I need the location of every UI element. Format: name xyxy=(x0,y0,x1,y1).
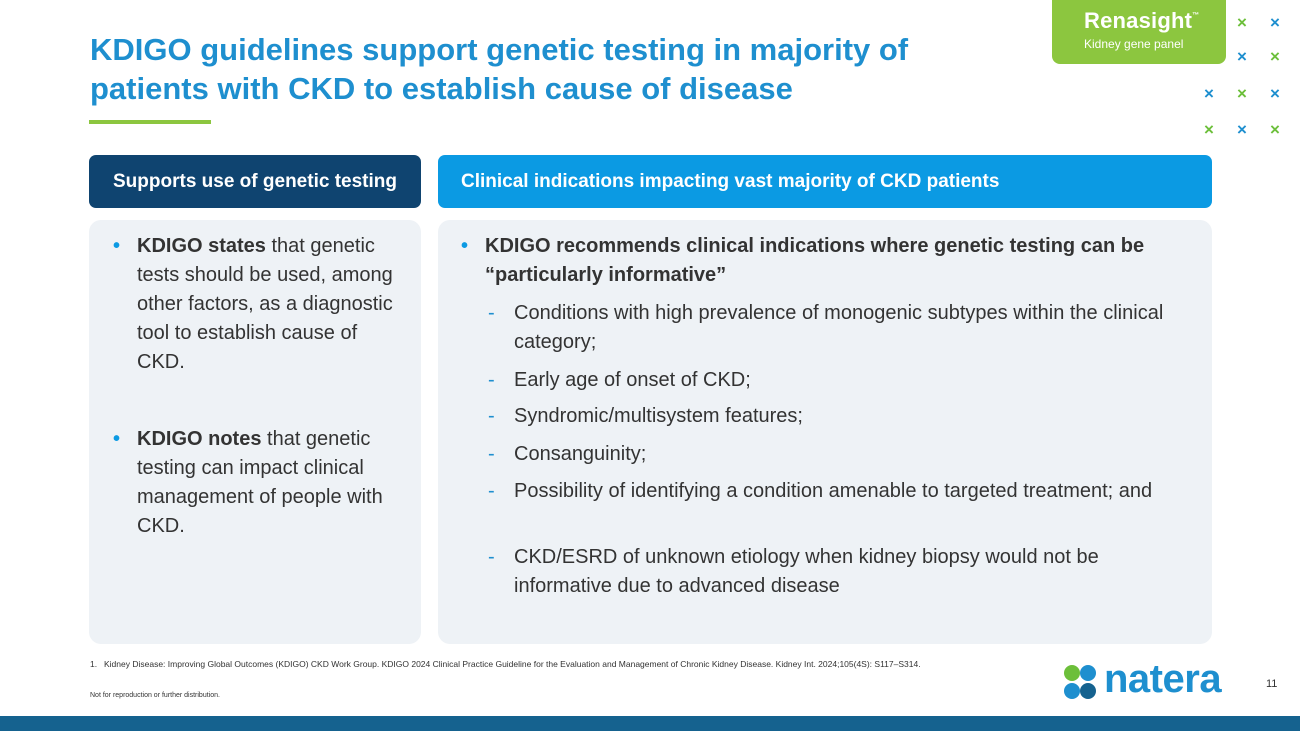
dash-icon: - xyxy=(488,480,495,502)
bullet-dot-icon: • xyxy=(113,428,121,450)
indication-item: - Syndromic/multisystem features; xyxy=(488,402,1194,431)
indication-text: Consanguinity; xyxy=(514,443,647,465)
indication-text: Syndromic/multisystem features; xyxy=(514,405,803,427)
left-panel xyxy=(89,220,421,644)
bullet-dot-icon: • xyxy=(461,235,469,257)
slide-title: KDIGO guidelines support genetic testing… xyxy=(90,32,909,106)
right-panel xyxy=(438,220,1212,644)
dash-icon: - xyxy=(488,443,495,465)
x-mark-icon: × xyxy=(1204,120,1214,139)
x-mark-icon: × xyxy=(1270,120,1280,139)
bullet-dot-icon: • xyxy=(113,235,121,257)
renasight-badge: Renasight™ Kidney gene panel xyxy=(1052,0,1226,64)
dash-icon: - xyxy=(488,405,495,427)
left-bullet-1: • KDIGO states that genetic tests should… xyxy=(113,232,405,377)
dash-icon: - xyxy=(488,546,495,568)
brand-name-text: Renasight xyxy=(1084,8,1193,33)
indication-item: - Early age of onset of CKD; xyxy=(488,366,1194,395)
title-underline xyxy=(89,120,211,124)
dash-icon: - xyxy=(488,302,495,324)
x-mark-icon: × xyxy=(1237,120,1247,139)
dash-icon: - xyxy=(488,369,495,391)
left-panel-header: Supports use of genetic testing xyxy=(89,155,421,208)
right-panel-header-text: Clinical indications impacting vast majo… xyxy=(461,171,1000,192)
bullet-text: that genetic testing can impact clinical… xyxy=(137,428,383,537)
indication-item: - CKD/ESRD of unknown etiology when kidne… xyxy=(488,543,1194,601)
indication-item: - Conditions with high prevalence of mono… xyxy=(488,299,1194,357)
brand-subtitle: Kidney gene panel xyxy=(1084,37,1184,51)
indication-text: Early age of onset of CKD; xyxy=(514,369,751,391)
indication-item: - Consanguinity; xyxy=(488,440,1194,469)
right-lead-bullet: • KDIGO recommends clinical indications … xyxy=(461,232,1175,290)
lead-text: KDIGO recommends clinical indications wh… xyxy=(485,235,1145,286)
natera-clover-icon xyxy=(1064,665,1096,699)
bullet-bold-text: KDIGO notes xyxy=(137,428,262,450)
natera-logo-text: natera xyxy=(1104,657,1222,701)
bottom-bar xyxy=(0,716,1300,731)
x-mark-icon: × xyxy=(1204,84,1214,103)
trademark-symbol: ™ xyxy=(1192,12,1200,19)
x-mark-icon: × xyxy=(1270,47,1280,66)
page-number: 11 xyxy=(1266,678,1278,690)
disclaimer: Not for reproduction or further distribu… xyxy=(90,692,220,699)
brand-name: Renasight™ xyxy=(1084,8,1199,34)
x-mark-icon: × xyxy=(1270,84,1280,103)
x-mark-icon: × xyxy=(1270,13,1280,32)
footnote-text: Kidney Disease: Improving Global Outcome… xyxy=(104,659,921,669)
right-panel-header: Clinical indications impacting vast majo… xyxy=(438,155,1212,208)
bullet-text: that genetic tests should be used, among… xyxy=(137,235,393,373)
left-bullet-2: • KDIGO notes that genetic testing can i… xyxy=(113,425,405,541)
x-mark-icon: × xyxy=(1237,47,1247,66)
x-mark-icon: × xyxy=(1237,84,1247,103)
bullet-bold-text: KDIGO states xyxy=(137,235,266,257)
footnote-number: 1. xyxy=(90,659,98,669)
indication-text: Conditions with high prevalence of monog… xyxy=(514,302,1164,353)
indication-text: CKD/ESRD of unknown etiology when kidney… xyxy=(514,546,1099,597)
x-mark-icon: × xyxy=(1237,13,1247,32)
indication-text: Possibility of identifying a condition a… xyxy=(514,480,1153,502)
indication-item: - Possibility of identifying a condition … xyxy=(488,477,1154,506)
